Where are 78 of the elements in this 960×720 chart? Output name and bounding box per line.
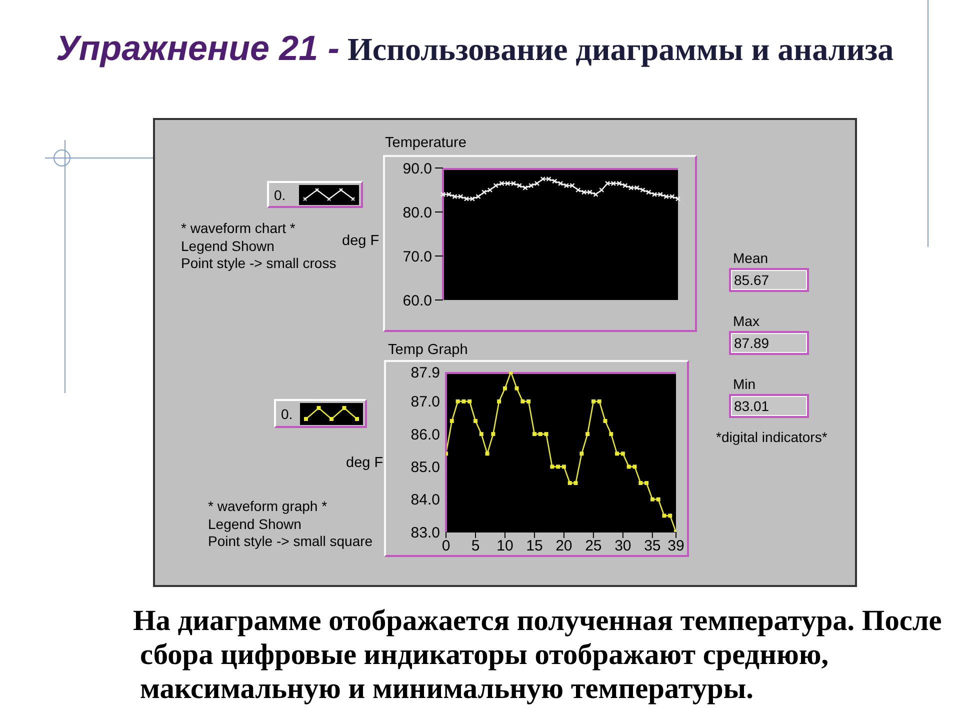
text: * waveform graph * (208, 498, 328, 516)
point (591, 399, 596, 404)
y-tick-label: 87.9 (410, 364, 440, 382)
y-tick-label: 85.0 (410, 459, 440, 476)
chart-title: Temp Graph (388, 342, 468, 358)
point (544, 432, 548, 436)
point (650, 497, 654, 502)
point (638, 481, 643, 486)
text: Mean (732, 250, 770, 268)
point (580, 452, 584, 456)
x-tick-label: 10 (496, 538, 514, 555)
y-axis-title: deg F (342, 233, 380, 249)
point (497, 399, 502, 404)
y-tick-label: 60.0 (402, 292, 432, 310)
x-tick-label: 15 (526, 538, 543, 555)
x-tick-label: 5 (471, 538, 480, 555)
x-tick-label: 35 (644, 538, 661, 555)
x-tick-label: 25 (585, 538, 602, 555)
y-axis-title: deg F (346, 455, 384, 471)
text: Упражнение 21 - Использование диаграммы и анализа (56, 29, 894, 68)
text: Min (732, 376, 757, 394)
y-tick-label: 87.0 (410, 394, 440, 411)
x-tick-label: 20 (556, 538, 572, 555)
y-tick-label: 90.0 (402, 160, 432, 178)
point (609, 432, 614, 436)
point (668, 514, 672, 518)
point (620, 452, 625, 456)
point (462, 399, 466, 404)
point (520, 399, 525, 404)
point (450, 418, 454, 423)
text: Point style -> small cross (181, 255, 336, 272)
point (562, 464, 566, 469)
text: Legend Shown (208, 516, 302, 533)
text: *digital indicators* (715, 429, 828, 447)
point (568, 481, 572, 486)
legend-label: 0. (280, 406, 294, 422)
x-tick-label: 39 (668, 538, 684, 555)
point (656, 497, 660, 502)
text: 87.89 (729, 331, 809, 355)
point (514, 386, 519, 390)
legend-label: 0. (273, 186, 287, 202)
y-tick-label: 84.0 (410, 492, 440, 509)
point (526, 399, 531, 404)
point (479, 432, 484, 436)
point (491, 432, 496, 436)
x-tick-label: 30 (614, 538, 632, 555)
point (502, 386, 507, 390)
text: 83.01 (729, 394, 809, 418)
y-tick-label: 70.0 (402, 248, 432, 266)
point (632, 464, 637, 469)
y-tick-label: 86.0 (410, 426, 440, 444)
y-tick-label: 80.0 (402, 204, 432, 222)
point (574, 481, 578, 486)
point (626, 464, 631, 469)
text: Point style -> small square (208, 533, 373, 550)
text: * waveform chart * (181, 220, 296, 238)
text: 85.67 (729, 268, 809, 292)
point (603, 418, 608, 423)
point (473, 418, 478, 423)
point (662, 514, 666, 518)
chart-title: Temperature (385, 135, 466, 151)
point (597, 399, 602, 404)
text: Max (732, 313, 760, 331)
point (485, 452, 490, 456)
point (532, 432, 536, 436)
point (468, 399, 472, 404)
point (599, 187, 604, 193)
point (615, 452, 620, 456)
x-tick-label: 0 (442, 538, 450, 555)
point (556, 464, 560, 469)
point (586, 432, 590, 436)
point (538, 432, 542, 436)
point (644, 481, 649, 486)
point (550, 464, 554, 469)
text: На диаграмме отображается полученная температура. После сбора цифровые индикаторы отображают среднюю, максимальную и минимальную температуры. (133, 604, 943, 706)
text: Legend Shown (181, 238, 276, 255)
point (456, 399, 460, 404)
y-tick-label: 83.0 (410, 524, 440, 542)
